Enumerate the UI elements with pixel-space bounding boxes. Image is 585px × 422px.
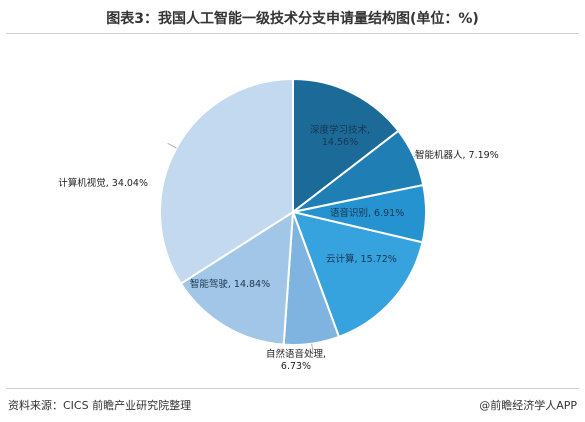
title-divider [6,33,579,34]
leader-line-7 [167,142,177,149]
slice-label-5: 自然语音处理, 6.73% [266,348,326,372]
footer-divider [6,388,579,389]
slice-label-6: 智能驾驶, 14.84% [190,278,270,290]
leader-line-5 [311,343,314,354]
slice-label-4: 云计算, 15.72% [326,253,397,265]
credit-note: @前瞻经济学人APP [479,399,577,412]
source-note: 资料来源：CICS 前瞻产业研究院整理 [8,399,192,412]
chart-title: 图表3：我国人工智能一级技术分支申请量结构图(单位：%) [106,11,479,27]
slice-label-7: 计算机视觉, 34.04% [58,177,148,189]
slice-label-3: 语音识别, 6.91% [330,207,404,219]
slice-label-1: 深度学习技术, 14.56% [310,124,370,148]
slice-label-2: 智能机器人, 7.19% [415,149,499,161]
pie-slice-4 [291,210,424,339]
pie-slice-6 [179,210,295,346]
leader-line-2 [413,152,424,157]
pie-slice-1 [292,77,400,215]
